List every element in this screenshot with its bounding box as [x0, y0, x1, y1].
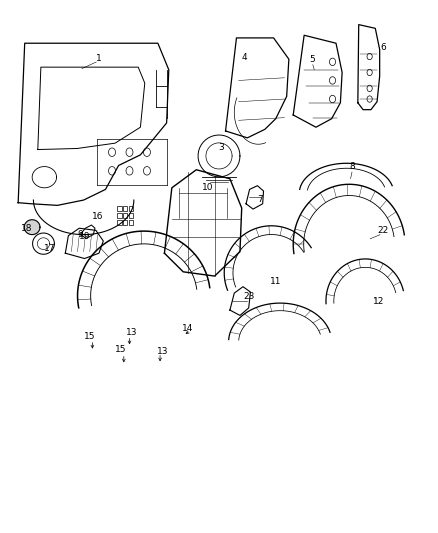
Bar: [123, 220, 127, 225]
Text: 14: 14: [182, 324, 193, 333]
Text: 13: 13: [157, 346, 169, 356]
Text: 13: 13: [126, 328, 138, 337]
Text: 6: 6: [380, 43, 386, 52]
Bar: [117, 220, 122, 225]
Text: 19: 19: [79, 232, 90, 241]
Text: 1: 1: [96, 54, 102, 62]
Text: 7: 7: [257, 195, 263, 204]
Text: 17: 17: [44, 244, 55, 253]
Text: 8: 8: [350, 162, 356, 171]
Text: 15: 15: [84, 332, 95, 341]
Text: 16: 16: [92, 212, 103, 221]
Bar: [129, 220, 133, 225]
Text: 10: 10: [202, 183, 214, 192]
Polygon shape: [24, 220, 40, 235]
Text: 5: 5: [309, 55, 315, 63]
Bar: [129, 206, 133, 211]
Text: 12: 12: [373, 297, 385, 306]
Text: 15: 15: [115, 345, 126, 354]
Text: 22: 22: [377, 226, 389, 235]
Text: 3: 3: [218, 143, 224, 152]
Bar: [123, 206, 127, 211]
Text: 23: 23: [243, 292, 254, 301]
Text: 9: 9: [77, 230, 83, 239]
Text: 18: 18: [21, 224, 33, 233]
Bar: [117, 206, 122, 211]
Text: 11: 11: [270, 277, 282, 286]
Bar: [123, 213, 127, 218]
Bar: [129, 213, 133, 218]
Text: 4: 4: [242, 53, 247, 62]
Bar: [117, 213, 122, 218]
